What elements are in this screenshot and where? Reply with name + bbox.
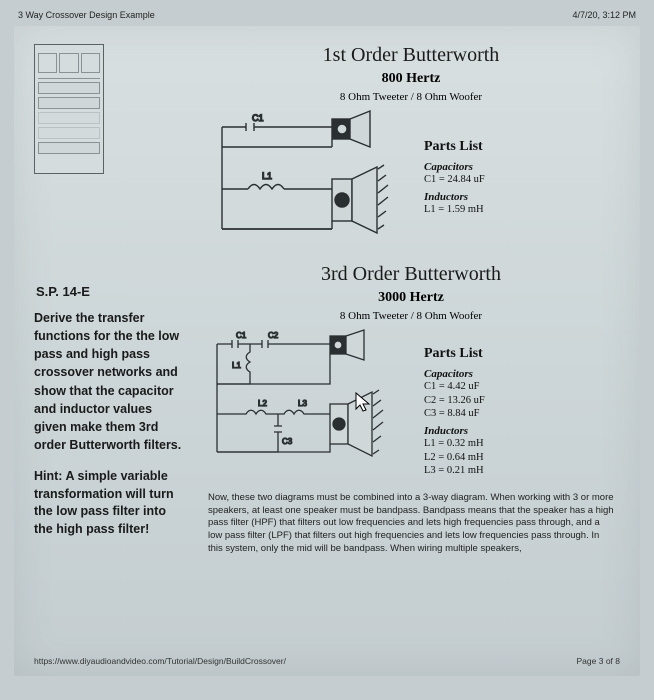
parts-list-title: Parts List — [424, 139, 485, 155]
circuit-diagram-2: C1 C2 L1 L2 L3 — [202, 328, 412, 468]
inductors-title: Inductors — [424, 191, 485, 203]
part-line: C2 = 13.26 uF — [424, 394, 485, 408]
section2-block: C1 C2 L1 L2 L3 — [202, 328, 620, 478]
capacitors-title: Capacitors — [424, 161, 485, 173]
part-line: C1 = 24.84 uF — [424, 173, 485, 187]
svg-text:L3: L3 — [298, 399, 307, 408]
sp-label: S.P. 14-E — [36, 284, 184, 299]
svg-text:L2: L2 — [258, 399, 267, 408]
part-line: C1 = 4.42 uF — [424, 380, 485, 394]
svg-text:C2: C2 — [268, 331, 279, 340]
section1-block: C1 L1 — [202, 109, 620, 249]
capacitors-title: Capacitors — [424, 368, 485, 380]
section2-parts: Parts List Capacitors C1 = 4.42 uF C2 = … — [424, 328, 485, 478]
svg-text:C1: C1 — [236, 331, 247, 340]
left-column: S.P. 14-E Derive the transfer functions … — [34, 44, 184, 556]
page-thumbnail — [34, 44, 104, 174]
section2-impedance: 8 Ohm Tweeter / 8 Ohm Woofer — [202, 310, 620, 322]
page-footer: https://www.diyaudioandvideo.com/Tutoria… — [34, 656, 620, 666]
right-column: 1st Order Butterworth 800 Hertz 8 Ohm Tw… — [202, 44, 620, 556]
part-line: L1 = 1.59 mH — [424, 203, 485, 217]
part-line: C3 = 8.84 uF — [424, 407, 485, 421]
section2-freq: 3000 Hertz — [202, 290, 620, 306]
svg-text:L1: L1 — [232, 361, 241, 370]
hint-text: Hint: A simple variable transformation w… — [34, 468, 184, 538]
hint-label: Hint: — [34, 469, 62, 483]
circuit-diagram-1: C1 L1 — [202, 109, 412, 249]
footer-url: https://www.diyaudioandvideo.com/Tutoria… — [34, 656, 286, 666]
part-line: L2 = 0.64 mH — [424, 451, 485, 465]
section2-title: 3rd Order Butterworth — [202, 263, 620, 286]
part-line: L3 = 0.21 mH — [424, 464, 485, 478]
browser-header: 3 Way Crossover Design Example 4/7/20, 3… — [14, 8, 640, 26]
section1-impedance: 8 Ohm Tweeter / 8 Ohm Woofer — [202, 91, 620, 103]
bottom-paragraph: Now, these two diagrams must be combined… — [202, 492, 620, 556]
question-text: Derive the transfer functions for the th… — [34, 309, 184, 454]
document-page: S.P. 14-E Derive the transfer functions … — [14, 26, 640, 676]
section1-freq: 800 Hertz — [202, 71, 620, 87]
l1-label: L1 — [262, 171, 272, 181]
timestamp: 4/7/20, 3:12 PM — [572, 10, 636, 20]
doc-title: 3 Way Crossover Design Example — [18, 10, 155, 20]
parts-list-title: Parts List — [424, 346, 485, 362]
part-line: L1 = 0.32 mH — [424, 437, 485, 451]
viewport: 3 Way Crossover Design Example 4/7/20, 3… — [0, 0, 654, 700]
section1-title: 1st Order Butterworth — [202, 44, 620, 67]
footer-page: Page 3 of 8 — [577, 656, 620, 666]
section1-parts: Parts List Capacitors C1 = 24.84 uF Indu… — [424, 109, 485, 216]
c1-label: C1 — [252, 113, 264, 123]
inductors-title: Inductors — [424, 425, 485, 437]
svg-text:C3: C3 — [282, 437, 293, 446]
